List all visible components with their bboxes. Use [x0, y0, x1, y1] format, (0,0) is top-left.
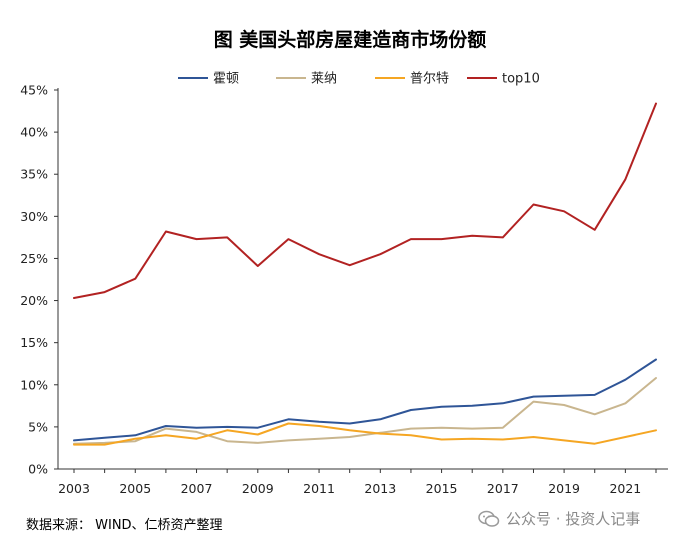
y-tick-label: 40% — [20, 125, 48, 140]
legend-label: top10 — [502, 72, 540, 87]
series-line-普尔特 — [73, 422, 657, 446]
series-layer — [73, 102, 657, 446]
x-tick-label: 2005 — [119, 481, 151, 496]
x-tick-label: 2003 — [58, 481, 90, 496]
x-tick-label: 2019 — [548, 481, 580, 496]
y-tick-label: 15% — [20, 335, 48, 350]
x-tick-label: 2011 — [303, 481, 335, 496]
series-line-莱纳 — [73, 377, 657, 445]
x-tick-label: 2007 — [181, 481, 213, 496]
series-line-霍顿 — [73, 358, 657, 442]
x-tick-label: 2015 — [426, 481, 458, 496]
data-source-note: 数据来源： WIND、仁桥资产整理 — [26, 518, 223, 533]
y-tick-label: 35% — [20, 167, 48, 182]
legend: 霍顿 莱纳 普尔特 top10 — [178, 72, 540, 87]
y-tick-label: 30% — [20, 209, 48, 224]
y-tick-label: 20% — [20, 293, 48, 308]
x-axis: 2003 2005 2007 2009 2011 2013 2015 2017 2019 2021 — [58, 468, 668, 496]
x-tick-label: 2013 — [364, 481, 396, 496]
legend-label: 莱纳 — [311, 72, 337, 87]
legend-label: 普尔特 — [410, 72, 449, 87]
x-tick-label: 2009 — [242, 481, 274, 496]
chart-title: 图 美国头部房屋建造商市场份额 — [214, 28, 487, 51]
y-tick-label: 10% — [20, 377, 48, 392]
x-tick-label: 2021 — [609, 481, 641, 496]
legend-label: 霍顿 — [213, 72, 239, 87]
series-line-top10 — [73, 102, 657, 299]
y-tick-label: 5% — [28, 419, 48, 434]
y-tick-label: 25% — [20, 251, 48, 266]
x-tick-label: 2017 — [487, 481, 519, 496]
y-axis: 0% 5% 10% 15% 20% 25% 30% 35% 40% 45% — [20, 83, 59, 477]
watermark: 公众号 · 投资人记事 — [478, 508, 640, 529]
watermark-text: 公众号 · 投资人记事 — [506, 510, 641, 528]
y-tick-label: 45% — [20, 83, 48, 98]
y-tick-label: 0% — [28, 462, 48, 477]
wechat-icon — [478, 510, 500, 527]
